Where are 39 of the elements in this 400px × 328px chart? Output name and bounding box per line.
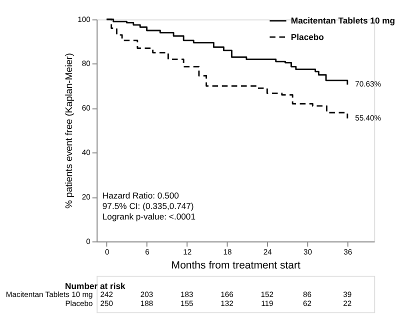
annotation: Hazard Ratio: 0.500 [102,190,180,200]
text: 132 [220,298,234,308]
text: Placebo [65,298,93,308]
y-tick-label: 60 [82,104,90,113]
text: Macitentan Tablets 10 mg [6,290,93,299]
text: 62 [303,298,312,308]
x-tick-label: 0 [105,247,110,256]
text: 250 [100,298,114,308]
text: 188 [140,298,154,308]
text: 203 [140,290,154,299]
annotation: 55.40% [355,113,382,122]
annotation: Logrank p-value: <.0001 [102,211,196,222]
text: 39 [343,290,352,299]
annotation: 97.5% CI: (0.335,0.747) [102,200,194,211]
text: 155 [180,298,194,308]
x-tick-label: 6 [145,247,150,256]
text: 22 [343,298,352,308]
legend-label: Macitentan Tablets 10 mg [290,16,396,26]
y-tick-label: 40 [82,148,90,157]
text: 119 [261,298,274,308]
y-tick-label: 100 [78,14,90,24]
text: 166 [220,290,234,299]
legend-label: Placebo [290,32,324,42]
y-tick-label: 0 [86,236,90,246]
y-axis-title: % patients event free (Kaplan-Meier) [64,53,75,209]
x-tick-label: 12 [183,247,192,256]
x-tick-label: 30 [304,247,312,256]
text: 152 [260,290,274,299]
text: 183 [180,290,194,299]
x-tick-label: 36 [344,247,352,256]
text: 86 [303,290,312,299]
y-tick-label: 20 [82,192,90,202]
y-tick-label: 80 [82,59,90,68]
x-tick-label: 24 [263,247,273,256]
text: 242 [100,290,114,299]
x-tick-label: 18 [223,247,232,256]
text: Number at risk [65,280,126,291]
annotation: 70.63% [355,79,382,88]
x-axis-title: Months from treatment start [171,260,301,272]
